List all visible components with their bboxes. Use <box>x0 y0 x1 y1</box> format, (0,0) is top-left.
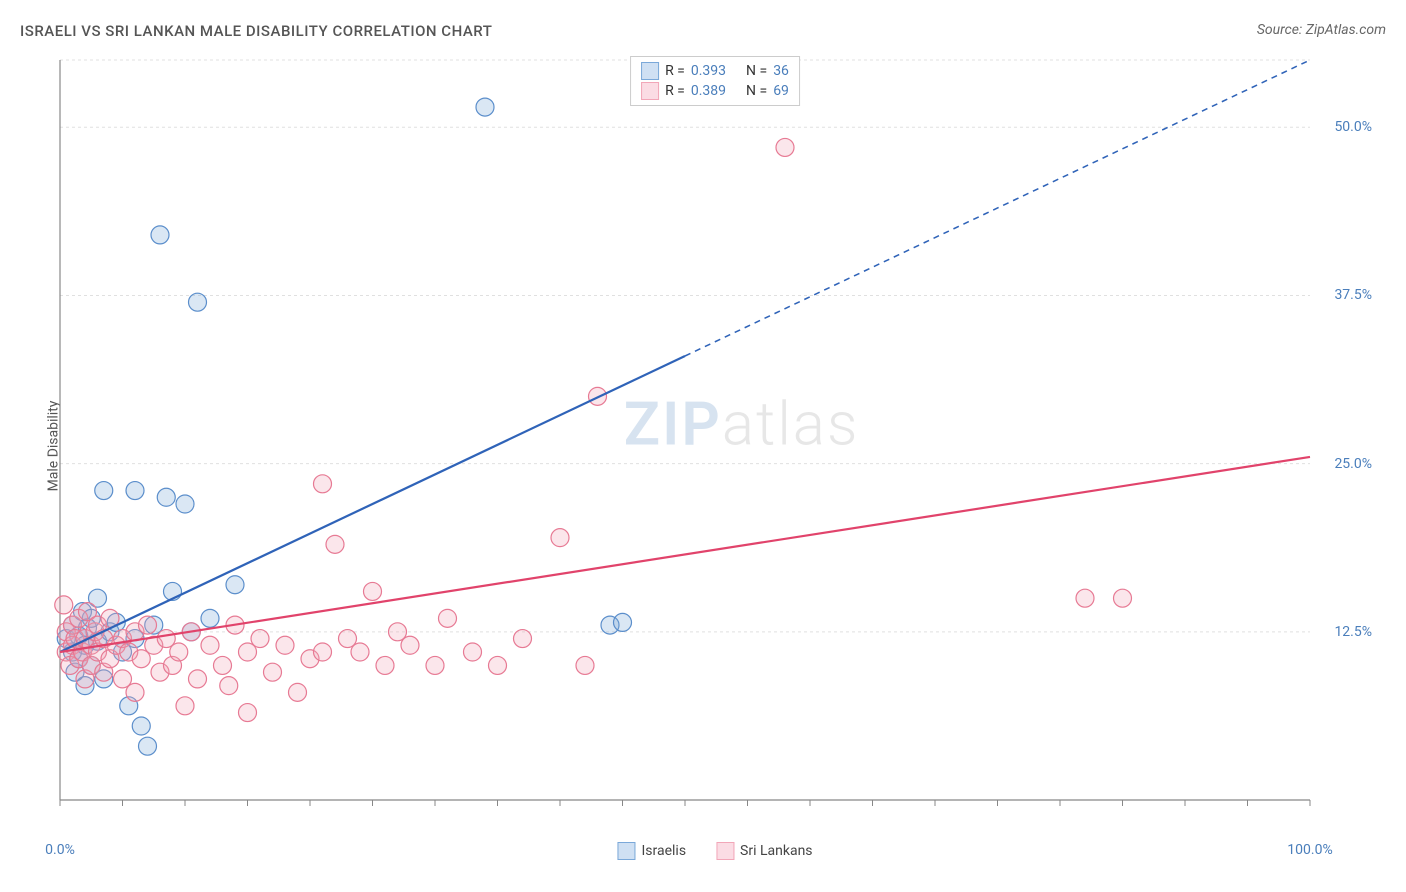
legend-stats: R = 0.393 N = 36 R = 0.389 N = 69 <box>630 56 800 106</box>
legend-swatch <box>716 842 734 860</box>
n-label: N = <box>746 63 767 79</box>
source-label: Source: ZipAtlas.com <box>1257 22 1386 38</box>
legend-stat-row: R = 0.393 N = 36 <box>641 61 789 81</box>
legend-swatch <box>617 842 635 860</box>
r-label: R = <box>665 63 685 79</box>
n-value: 69 <box>773 83 789 99</box>
x-tick-label: 0.0% <box>45 842 75 858</box>
y-tick-label: 12.5% <box>1334 624 1372 640</box>
scatter-svg <box>50 50 1380 830</box>
plot-area: ZIPatlas R =0.393N =36R =0.389N =69 Isra… <box>50 50 1380 830</box>
x-tick-label: 100.0% <box>1287 842 1332 858</box>
legend-series-label: Israelis <box>641 843 686 859</box>
legend-series: Israelis Sri Lankans <box>617 842 812 860</box>
n-value: 36 <box>773 63 789 79</box>
y-tick-label: 50.0% <box>1334 119 1372 135</box>
legend-series-item: Israelis <box>617 842 686 860</box>
n-label: N = <box>746 83 767 99</box>
r-value: 0.389 <box>691 83 726 99</box>
y-tick-label: 37.5% <box>1334 287 1372 303</box>
legend-series-item: Sri Lankans <box>716 842 813 860</box>
chart-title: ISRAELI VS SRI LANKAN MALE DISABILITY CO… <box>20 22 492 40</box>
y-tick-label: 25.0% <box>1334 456 1372 472</box>
legend-swatch <box>641 62 659 80</box>
r-value: 0.393 <box>691 63 726 79</box>
legend-stat-row: R = 0.389 N = 69 <box>641 81 789 101</box>
legend-series-label: Sri Lankans <box>740 843 813 859</box>
r-label: R = <box>665 83 685 99</box>
legend-swatch <box>641 82 659 100</box>
